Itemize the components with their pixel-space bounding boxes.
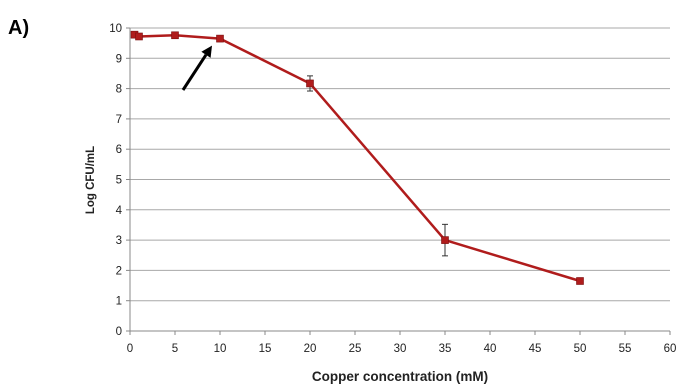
x-axis-title: Copper concentration (mM): [312, 369, 488, 384]
y-tick-label-10: 10: [109, 23, 122, 35]
x-tick-label-9: 45: [529, 343, 542, 355]
y-tick-label-9: 9: [116, 53, 122, 65]
x-tick-label-10: 50: [574, 343, 587, 355]
data-point-6: [576, 277, 584, 285]
y-axis-title: Log CFU/mL: [85, 146, 97, 214]
data-point-5: [441, 236, 449, 244]
x-tick-label-4: 20: [304, 343, 317, 355]
panel-label: A): [8, 17, 29, 39]
y-tick-label-3: 3: [116, 235, 122, 247]
x-tick-label-5: 25: [349, 343, 362, 355]
series-line-0: [134, 33, 581, 283]
x-tick-label-11: 55: [619, 343, 632, 355]
y-tick-label-7: 7: [116, 114, 122, 126]
arrow-head: [201, 45, 212, 58]
y-tick-label-5: 5: [116, 175, 122, 187]
data-point-2: [171, 31, 179, 40]
x-tick-label-1: 5: [172, 343, 178, 355]
x-tick-label-8: 40: [484, 343, 497, 355]
arrow-shaft: [181, 53, 208, 91]
grid-lines: [130, 27, 670, 302]
axes: [126, 27, 671, 335]
x-tick-label-12: 60: [664, 343, 676, 355]
series-lines: [134, 33, 581, 283]
data-markers: [130, 30, 584, 285]
y-tick-label-1: 1: [116, 296, 122, 308]
y-tick-label-6: 6: [116, 144, 122, 156]
data-point-4: [306, 79, 314, 88]
data-point-3: [216, 34, 224, 43]
y-tick-label-2: 2: [116, 265, 122, 277]
data-point-1: [135, 32, 143, 41]
y-tick-label-8: 8: [116, 84, 122, 96]
x-tick-labels: 0 5 10 15 20 25 30 35 40 45 50 55 60: [127, 343, 676, 355]
y-tick-label-0: 0: [116, 326, 122, 338]
y-tick-labels: 0 1 2 3 4 5 6 7 8 9 10: [109, 23, 122, 338]
y-tick-label-4: 4: [116, 205, 123, 217]
x-tick-label-3: 15: [259, 343, 272, 355]
x-tick-label-6: 30: [394, 343, 407, 355]
annotation: [181, 45, 212, 91]
x-tick-label-7: 35: [439, 343, 452, 355]
x-tick-label-2: 10: [214, 343, 227, 355]
x-tick-label-0: 0: [127, 343, 133, 355]
